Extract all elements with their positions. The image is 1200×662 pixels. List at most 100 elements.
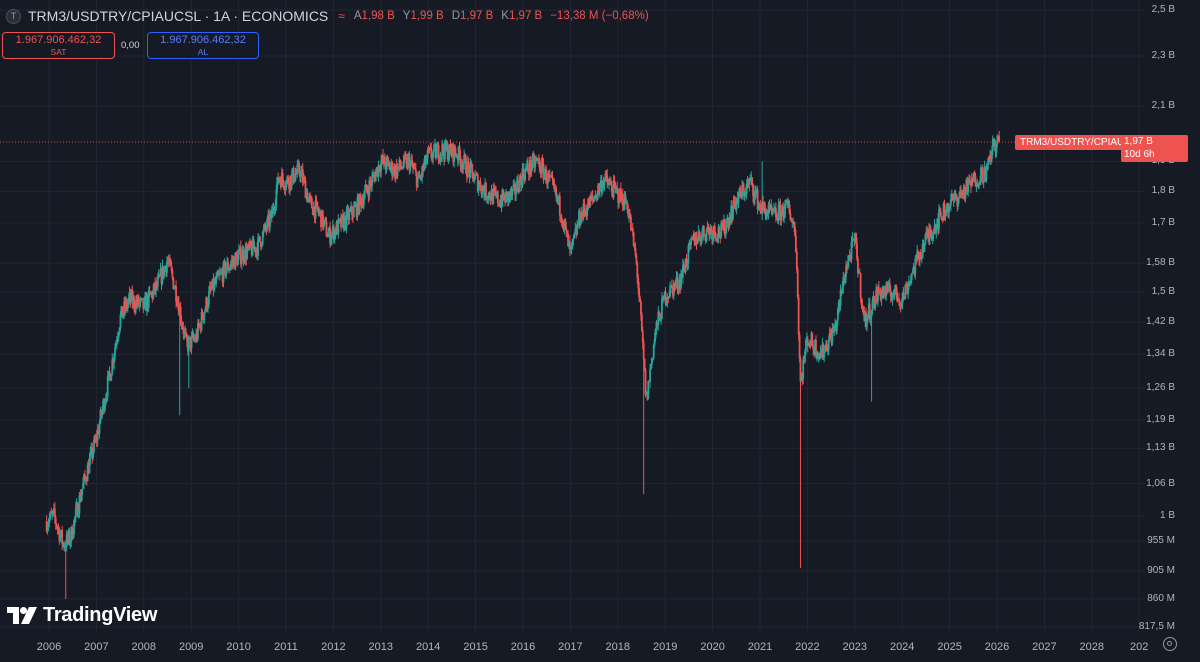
candle-body — [589, 196, 592, 200]
candle — [259, 236, 261, 243]
candle — [121, 306, 124, 318]
candle-body — [711, 230, 713, 240]
candle — [349, 206, 352, 213]
chart-grid — [0, 0, 1145, 632]
candle — [502, 189, 505, 201]
candle-body — [275, 189, 278, 205]
candle — [578, 208, 580, 229]
candle — [378, 164, 381, 173]
candle-body — [698, 231, 701, 236]
candle-body — [796, 269, 799, 298]
price-axis-tick: 860 M — [1147, 593, 1175, 605]
candle — [385, 155, 388, 174]
candle-body — [970, 177, 973, 187]
candle — [617, 188, 620, 210]
candle — [844, 272, 847, 285]
candle-body — [708, 228, 711, 236]
candle — [391, 160, 394, 182]
candle-body — [589, 196, 591, 208]
candle-body — [823, 352, 826, 358]
candle — [593, 195, 596, 202]
candle — [960, 190, 963, 199]
candle — [862, 306, 865, 316]
candle-body — [867, 315, 869, 317]
buy-button[interactable]: 1.967.906.462,32 AL — [147, 32, 259, 59]
candle — [549, 174, 552, 177]
candle — [909, 275, 912, 287]
candle — [316, 201, 319, 212]
candle-body — [447, 155, 450, 161]
candle — [913, 266, 916, 277]
candle-body — [347, 209, 350, 220]
candle-body — [795, 235, 797, 252]
candle — [482, 184, 485, 192]
candle-body — [785, 199, 788, 202]
candle-body — [121, 306, 124, 318]
candle — [698, 229, 701, 241]
candle — [850, 236, 853, 264]
candle — [661, 292, 663, 319]
candle-body — [523, 176, 526, 181]
candle-body — [679, 279, 682, 288]
candle-body — [331, 232, 333, 239]
candle — [692, 236, 694, 241]
candle-body — [343, 216, 346, 230]
candle — [421, 165, 424, 184]
candle — [461, 159, 464, 175]
candle — [99, 406, 102, 425]
candle — [976, 178, 979, 187]
candle-body — [758, 203, 761, 205]
candle — [686, 260, 689, 271]
candle-body — [637, 277, 640, 289]
candle — [738, 187, 741, 198]
indicator-wave-icon[interactable]: ≈ — [338, 9, 345, 23]
candle-body — [421, 166, 424, 178]
candle-body — [460, 163, 463, 167]
candle-body — [504, 195, 507, 203]
candle-body — [506, 191, 508, 193]
candle — [369, 175, 372, 189]
candle — [959, 186, 961, 199]
candle — [921, 239, 924, 259]
candle-body — [746, 182, 749, 184]
candle-body — [566, 230, 569, 234]
symbol-title[interactable]: TRM3/USDTRY/CPIAUCSL · 1A · ECONOMICS — [28, 8, 329, 24]
time-axis-tick: 2008 — [131, 641, 157, 653]
candle — [711, 226, 713, 245]
candle-body — [500, 200, 503, 207]
candle-body — [671, 284, 673, 287]
candle — [529, 156, 532, 178]
candle-body — [574, 228, 577, 234]
candle — [75, 498, 78, 510]
candle — [949, 202, 951, 210]
candle — [340, 213, 342, 232]
candle — [347, 205, 350, 225]
candle-body — [316, 201, 319, 210]
candle — [703, 234, 706, 237]
candle — [445, 140, 448, 152]
candle — [375, 166, 378, 176]
candle — [219, 268, 222, 275]
candle-body — [286, 177, 289, 181]
candle-body — [289, 175, 291, 190]
candle — [372, 171, 375, 183]
candle-body — [617, 189, 620, 204]
candle — [898, 292, 900, 306]
ohlc-value: 1,97 B — [508, 10, 543, 22]
time-axis-tick: 2012 — [321, 641, 346, 653]
candle — [677, 286, 680, 295]
candle-body — [760, 209, 763, 214]
candle — [587, 198, 589, 211]
tradingview-logo[interactable]: TradingView — [7, 604, 157, 627]
candle — [342, 212, 345, 233]
settings-gear-icon[interactable] — [1163, 637, 1177, 651]
sell-button[interactable]: 1.967.906.462,32 SAT — [2, 32, 115, 59]
candle — [641, 326, 644, 350]
candle — [185, 328, 187, 337]
time-axis-tick: 2019 — [652, 641, 678, 653]
candle — [876, 286, 878, 304]
candle — [193, 333, 196, 343]
symbol-icon[interactable]: T — [6, 8, 21, 24]
candle — [532, 150, 535, 158]
